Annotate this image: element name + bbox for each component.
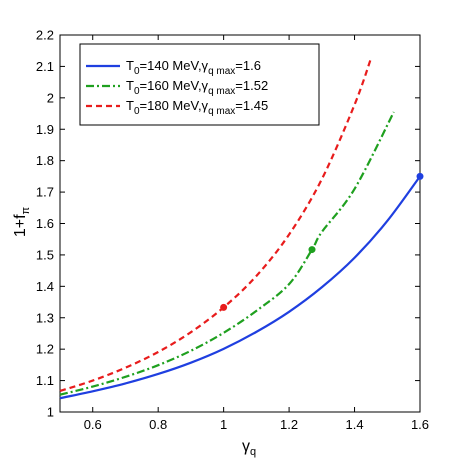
ticks [60,34,421,413]
y-tick-label: 1 [47,405,54,420]
legend: T0=140 MeV,γq max=1.6 T0=160 MeV,γq max=… [79,43,320,126]
x-axis-label: γq [242,438,256,458]
series-marker-1 [416,172,424,180]
curves [59,58,421,400]
y-axis-label: 1+fπ [12,206,32,237]
series-line-2 [59,111,395,396]
tick-labels: 0.6 0.8 1 1.2 1.4 1.6 1 1.1 1.2 1.3 1.4 1.5 1.6 1.7 1.… [36,28,429,433]
x-tick-label: 1 [220,417,227,432]
legend-entry-1: T0=140 MeV,γq max=1.6 [86,58,261,77]
y-tick-label: 2.1 [36,59,54,74]
legend-label-2: T0=160 MeV,γq max=1.52 [126,78,268,97]
series-line-1 [59,175,421,400]
legend-label-3: T0=180 MeV,γq max=1.45 [126,98,268,117]
y-tick-label: 1.1 [36,373,54,388]
y-tick-label: 1.7 [36,185,54,200]
legend-entry-3: T0=180 MeV,γq max=1.45 [86,98,268,117]
legend-label-1: T0=140 MeV,γq max=1.6 [126,58,261,77]
y-tick-label: 1.6 [36,216,54,231]
legend-box [79,43,320,126]
y-tick-label: 1.8 [36,153,54,168]
x-tick-label: 0.6 [84,417,102,432]
x-tick-label: 1.2 [280,417,298,432]
series-marker-3 [220,303,228,311]
y-tick-label: 2.2 [36,28,54,43]
x-tick-label: 1.6 [411,417,429,432]
markers [220,172,424,311]
x-tick-label: 1.4 [346,417,364,432]
y-tick-label: 2 [47,90,54,105]
y-tick-label: 1.3 [36,310,54,325]
y-tick-label: 1.5 [36,247,54,262]
y-tick-label: 1.4 [36,279,54,294]
y-tick-label: 1.9 [36,122,54,137]
series-marker-2 [308,246,316,254]
x-tick-label: 0.8 [149,417,167,432]
series-line-3 [59,58,372,392]
y-tick-label: 1.2 [36,342,54,357]
legend-entry-2: T0=160 MeV,γq max=1.52 [86,78,268,97]
